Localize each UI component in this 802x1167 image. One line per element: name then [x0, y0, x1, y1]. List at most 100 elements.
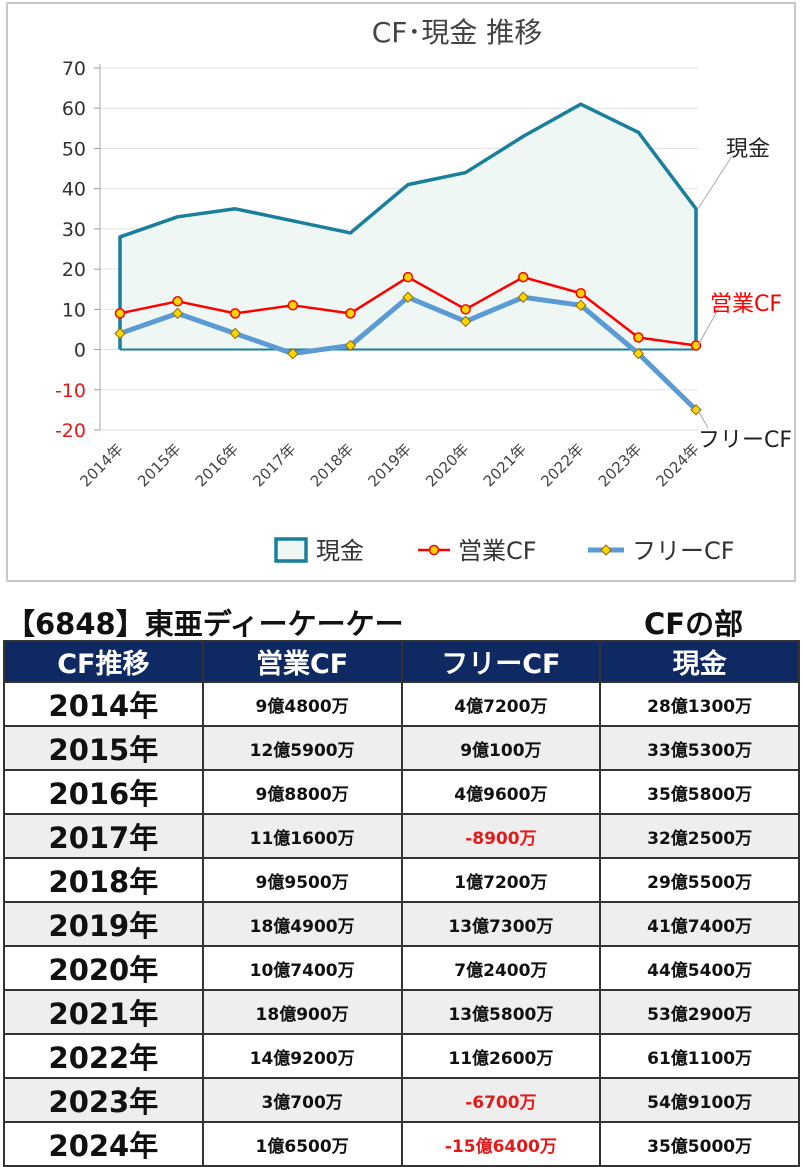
- cf-table: CF推移 営業CF フリーCF 現金 2014年 9億4800万 4億7200万 28…: [3, 640, 800, 1167]
- cash-cell: 53億2900万: [599, 989, 800, 1035]
- end-label-leader: [697, 155, 733, 210]
- y-tick-label: -20: [55, 420, 86, 442]
- end-label: 営業CF: [710, 292, 782, 317]
- table-row: 2014年 9億4800万 4億7200万 28億1300万: [3, 681, 800, 727]
- table-row: 2022年 14億9200万 11億2600万 61億1100万: [3, 1033, 800, 1079]
- free-cf-point: [344, 339, 357, 352]
- table-header-row: CF推移 営業CF フリーCF 現金: [3, 640, 800, 683]
- end-label: 現金: [726, 137, 770, 162]
- year-cell: 2014年: [3, 681, 204, 727]
- header-year: CF推移: [3, 640, 204, 683]
- free-cf-point: [459, 315, 472, 328]
- free-cf-cell: -15億6400万: [400, 1121, 602, 1167]
- x-tick-label: 2023年: [595, 440, 645, 490]
- free-cf-cell: 4億7200万: [400, 681, 602, 727]
- y-tick-label: 40: [62, 179, 86, 201]
- cash-cell: 41億7400万: [599, 901, 800, 947]
- free-cf-cell: -6700万: [400, 1077, 602, 1123]
- y-tick-label: 20: [62, 259, 86, 281]
- operating-cf-point: [287, 300, 299, 311]
- legend-label-free: フリーCF: [632, 537, 735, 565]
- table-row: 2016年 9億8800万 4億9600万 35億5800万: [3, 769, 800, 815]
- operating-cf-cell: 14億9200万: [201, 1033, 403, 1079]
- free-cf-cell: 4億9600万: [400, 769, 602, 815]
- company-caption: 【6848】東亜ディーケーケー: [6, 607, 404, 641]
- table-row: 2023年 3億700万 -6700万 54億9100万: [3, 1077, 800, 1123]
- operating-cf-cell: 12億5900万: [201, 725, 403, 771]
- x-tick-label: 2020年: [422, 440, 472, 490]
- year-cell: 2018年: [3, 857, 204, 903]
- y-tick-label: -10: [55, 380, 86, 402]
- cash-area-fill: [120, 104, 696, 350]
- year-cell: 2016年: [3, 769, 204, 815]
- operating-cf-point: [172, 296, 183, 307]
- x-tick-label: 2024年: [652, 440, 702, 490]
- legend-marker-operating: [428, 544, 440, 556]
- operating-cf-point: [517, 271, 529, 283]
- table-row: 2017年 11億1600万 -8900万 32億2500万: [3, 813, 800, 859]
- year-cell: 2024年: [3, 1121, 204, 1167]
- x-tick-label: 2015年: [134, 440, 184, 490]
- free-cf-cell: 1億7200万: [400, 857, 602, 903]
- cash-cell: 28億1300万: [599, 681, 800, 727]
- operating-cf-cell: 18億4900万: [201, 901, 403, 947]
- free-cf-cell: -8900万: [400, 813, 602, 859]
- free-cf-point: [402, 291, 414, 303]
- y-tick-label: 30: [62, 219, 86, 241]
- operating-cf-point: [345, 308, 356, 319]
- free-cf-point: [575, 299, 587, 312]
- table-row: 2024年 1億6500万 -15億6400万 35億5000万: [3, 1121, 800, 1167]
- operating-cf-cell: 9億4800万: [201, 681, 403, 727]
- operating-cf-point: [229, 308, 241, 319]
- y-tick-label: 70: [62, 58, 86, 80]
- table-row: 2015年 12億5900万 9億100万 33億5300万: [3, 725, 800, 771]
- free-cf-cell: 7億2400万: [400, 945, 602, 991]
- operating-cf-cell: 18億900万: [201, 989, 403, 1035]
- year-cell: 2017年: [3, 813, 204, 859]
- cash-cell: 35億5000万: [599, 1121, 800, 1167]
- x-tick-label: 2019年: [364, 440, 414, 490]
- chart-frame: CF･現金 推移 70 60 50 40 30 20 10 0 -10 -20 2014年 2015年 2…: [6, 2, 796, 582]
- y-tick-label: 60: [62, 98, 86, 120]
- cash-cell: 35億5800万: [599, 769, 800, 815]
- free-cf-cell: 9億100万: [400, 725, 602, 771]
- header-free-cf: フリーCF: [400, 640, 602, 683]
- legend-label-operating: 営業CF: [458, 537, 537, 565]
- year-cell: 2020年: [3, 945, 204, 991]
- free-cf-cell: 13億5800万: [400, 989, 602, 1035]
- free-cf-point: [229, 327, 241, 340]
- operating-cf-cell: 9億8800万: [201, 769, 403, 815]
- header-cash: 現金: [599, 640, 800, 683]
- table-row: 2019年 18億4900万 13億7300万 41億7400万: [3, 901, 800, 947]
- operating-cf-cell: 10億7400万: [201, 945, 403, 991]
- cash-line: [118, 102, 698, 350]
- year-cell: 2022年: [3, 1033, 204, 1079]
- table-row: 2021年 18億900万 13億5800万 53億2900万: [3, 989, 800, 1035]
- x-tick-label: 2014年: [76, 440, 126, 490]
- cash-cell: 54億9100万: [599, 1077, 800, 1123]
- operating-cf-cell: 1億6500万: [201, 1121, 403, 1167]
- operating-cf-point: [114, 308, 126, 319]
- operating-cf-point: [460, 304, 471, 315]
- operating-cf-cell: 3億700万: [201, 1077, 403, 1123]
- y-tick-label: 0: [74, 340, 86, 362]
- year-cell: 2023年: [3, 1077, 204, 1123]
- end-label-leader: [697, 305, 721, 346]
- free-cf-point: [517, 291, 529, 303]
- legend-swatch-cash: [274, 537, 308, 563]
- cash-cell: 33億5300万: [599, 725, 800, 771]
- table-body: 2014年 9億4800万 4億7200万 28億1300万 2015年 12億5900万…: [3, 681, 800, 1167]
- year-cell: 2015年: [3, 725, 204, 771]
- operating-cf-point: [402, 271, 414, 283]
- free-cf-cell: 13億7300万: [400, 901, 602, 947]
- operating-cf-point: [690, 340, 702, 351]
- header-operating-cf: 営業CF: [201, 640, 403, 683]
- free-cf-point: [171, 307, 184, 320]
- year-cell: 2021年: [3, 989, 204, 1035]
- table-row: 2018年 9億9500万 1億7200万 29億5500万: [3, 857, 800, 903]
- free-cf-point: [287, 347, 299, 360]
- end-label: フリーCF: [698, 428, 792, 453]
- end-label-leader: [697, 409, 709, 429]
- legend-marker-free: [600, 544, 612, 556]
